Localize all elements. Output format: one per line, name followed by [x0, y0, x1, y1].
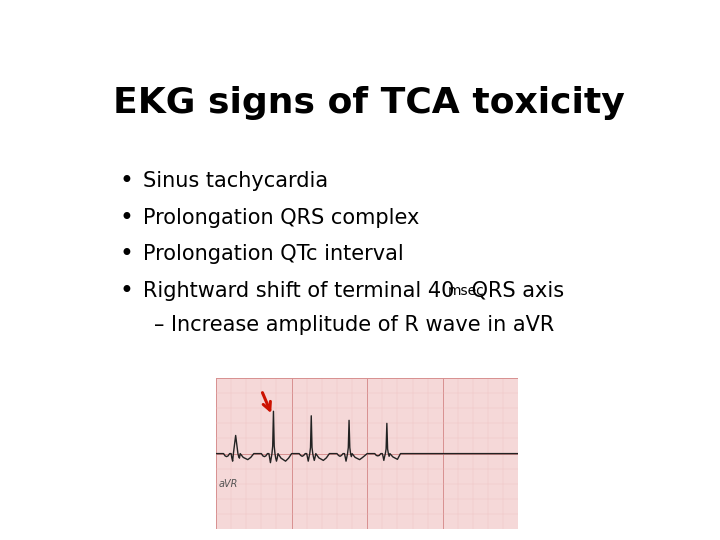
Text: Rightward shift of terminal 40: Rightward shift of terminal 40	[143, 281, 461, 301]
Text: Prolongation QTc interval: Prolongation QTc interval	[143, 245, 404, 265]
Text: QRS axis: QRS axis	[465, 281, 564, 301]
Text: – Increase amplitude of R wave in aVR: – Increase amplitude of R wave in aVR	[154, 315, 554, 335]
Text: aVR: aVR	[219, 479, 238, 489]
Text: •: •	[120, 279, 133, 303]
Text: msec: msec	[447, 284, 484, 298]
Text: Prolongation QRS complex: Prolongation QRS complex	[143, 208, 419, 228]
Text: EKG signs of TCA toxicity: EKG signs of TCA toxicity	[113, 85, 625, 119]
Text: •: •	[120, 242, 133, 266]
Text: •: •	[120, 169, 133, 193]
Text: Sinus tachycardia: Sinus tachycardia	[143, 171, 328, 191]
Text: •: •	[120, 206, 133, 230]
